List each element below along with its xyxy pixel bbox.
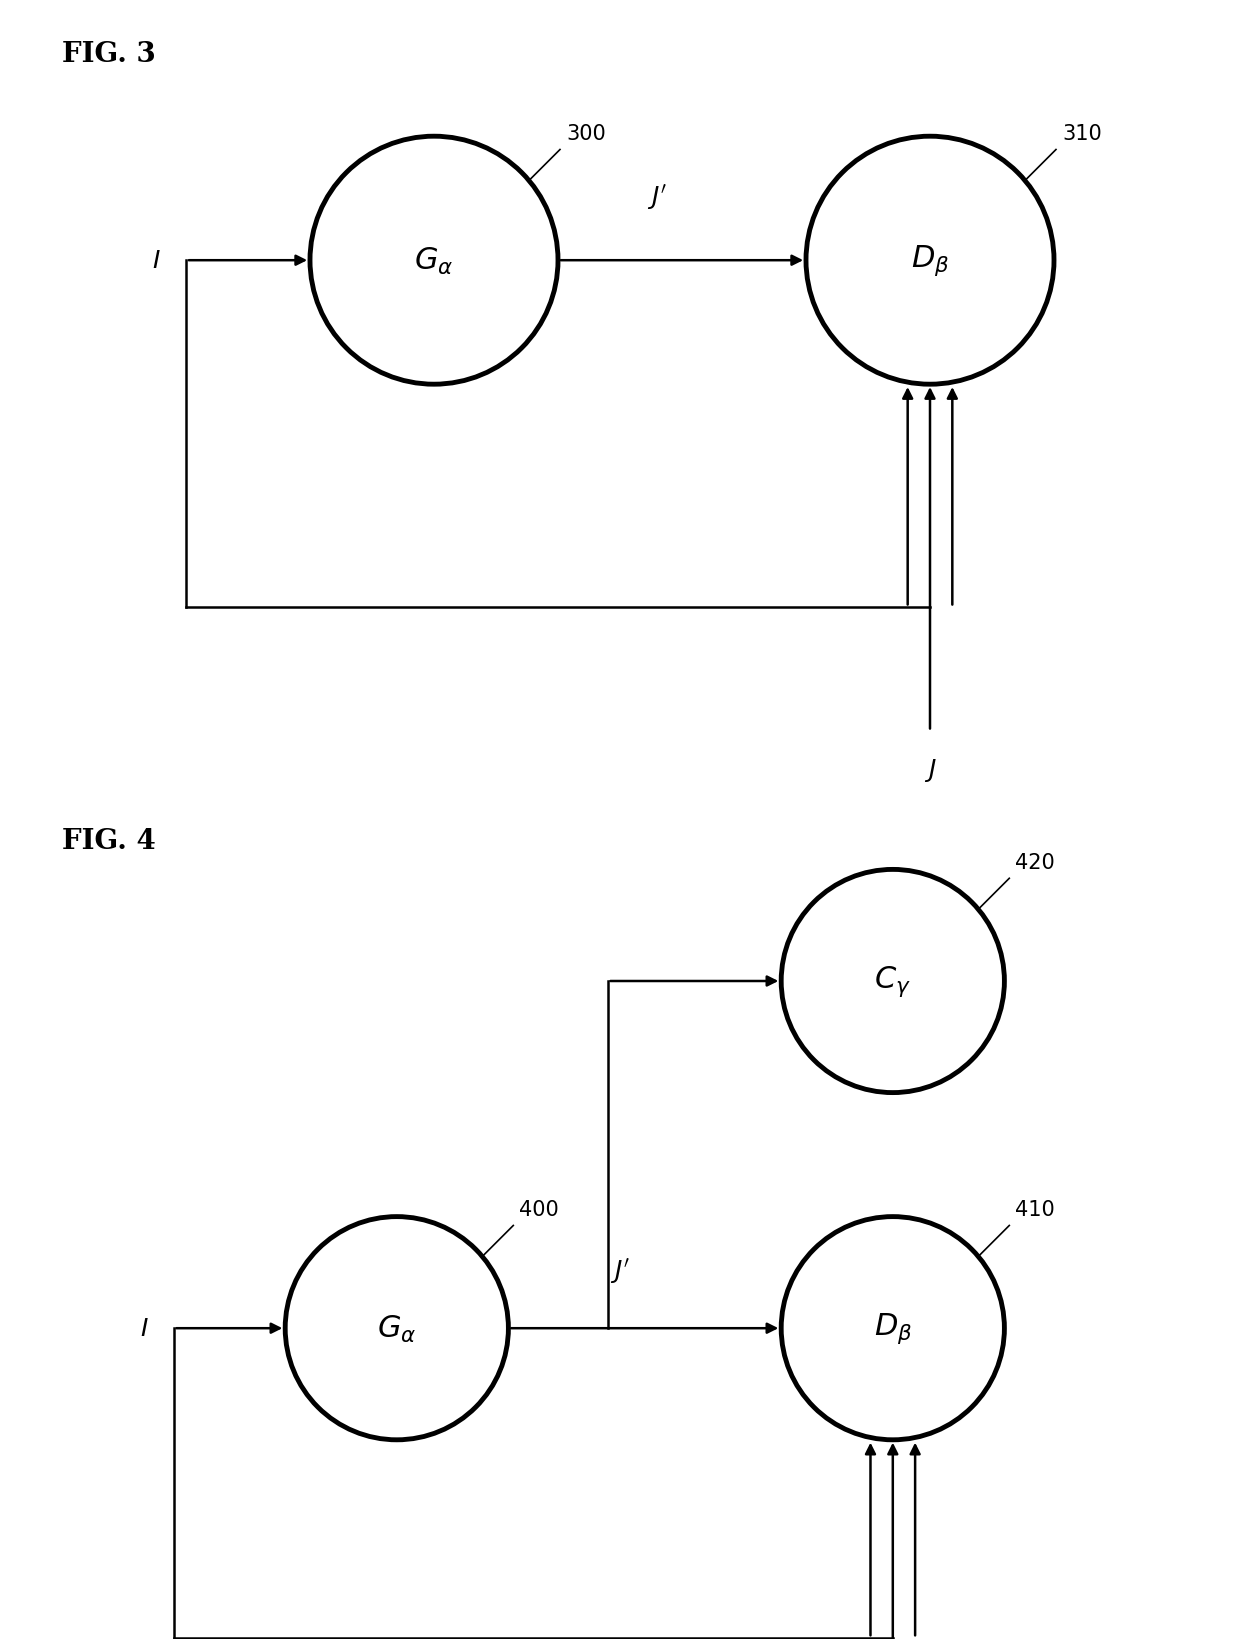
Text: 310: 310: [1063, 125, 1102, 144]
Text: $C_{\gamma}$: $C_{\gamma}$: [874, 964, 911, 998]
Text: $J'$: $J'$: [647, 182, 667, 211]
Circle shape: [781, 870, 1004, 1093]
Circle shape: [806, 138, 1054, 385]
Circle shape: [781, 1216, 1004, 1441]
Text: FIG. 4: FIG. 4: [62, 828, 156, 854]
Text: FIG. 3: FIG. 3: [62, 41, 156, 67]
Text: $G_{\alpha}$: $G_{\alpha}$: [414, 246, 454, 277]
Text: 410: 410: [1016, 1200, 1055, 1219]
Circle shape: [285, 1216, 508, 1441]
Text: $I$: $I$: [140, 1316, 149, 1341]
Text: $J$: $J$: [924, 757, 936, 783]
Text: 420: 420: [1016, 852, 1055, 872]
Text: $D_{\beta}$: $D_{\beta}$: [910, 244, 950, 279]
Text: $D_{\beta}$: $D_{\beta}$: [873, 1311, 913, 1346]
Text: 300: 300: [567, 125, 606, 144]
Text: $G_{\alpha}$: $G_{\alpha}$: [377, 1313, 417, 1344]
Text: 400: 400: [520, 1200, 559, 1219]
Circle shape: [310, 138, 558, 385]
Text: $I$: $I$: [153, 249, 161, 272]
Text: $J'$: $J'$: [610, 1255, 630, 1285]
